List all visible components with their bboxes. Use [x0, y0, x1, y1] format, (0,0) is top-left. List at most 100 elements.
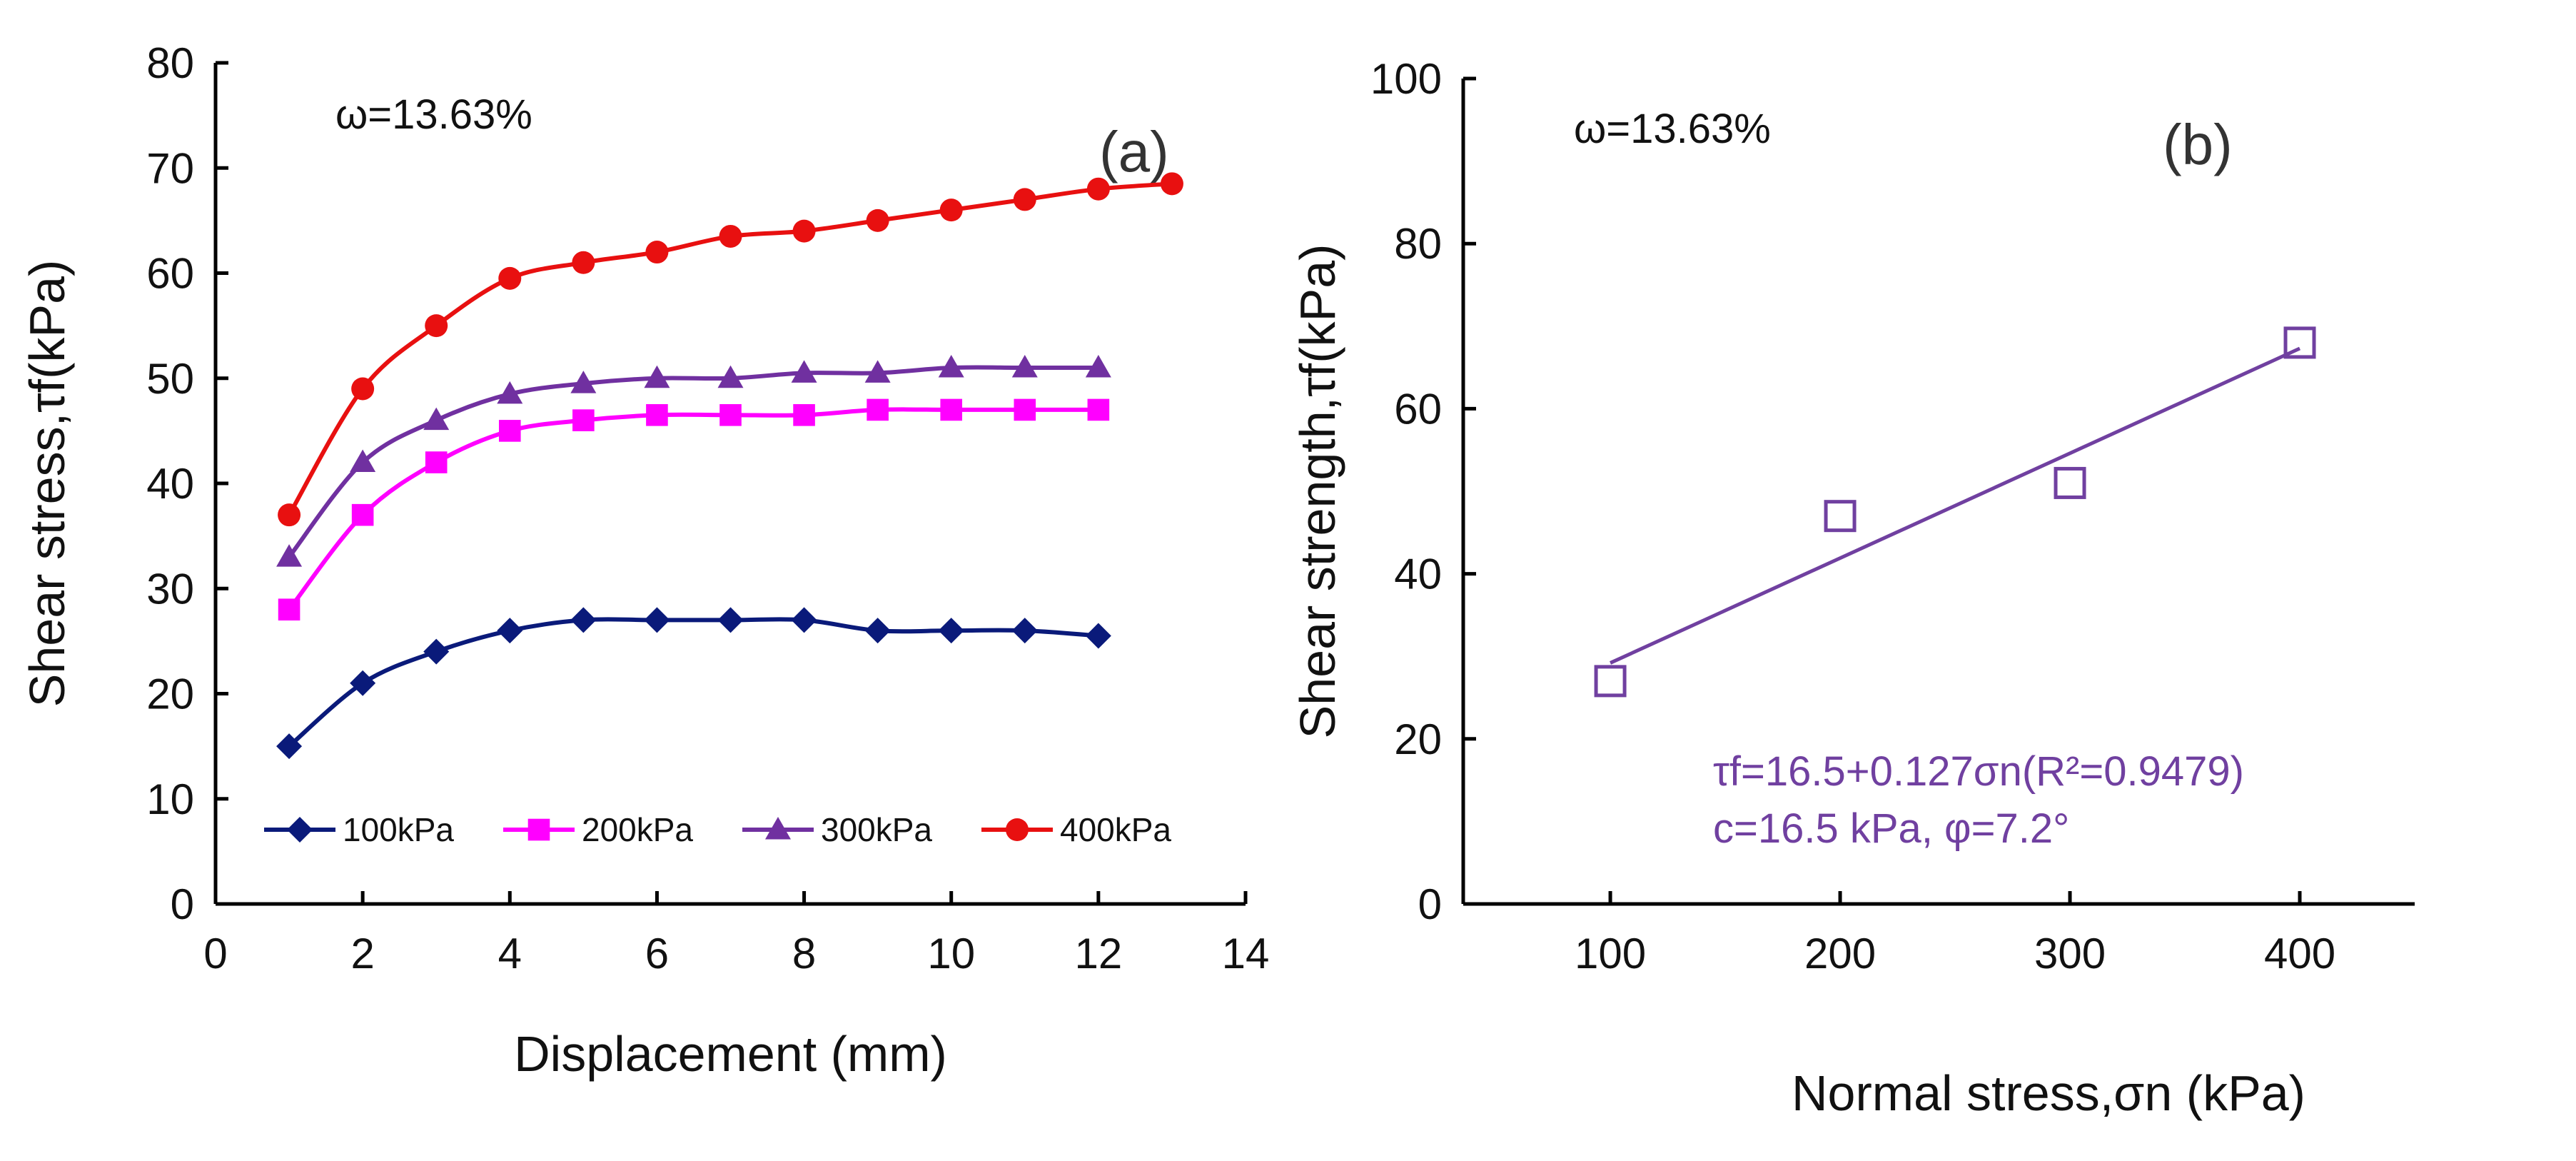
annotation: ω=13.63%: [335, 91, 532, 138]
legend-label: 200kPa: [582, 811, 693, 848]
y-tick-label: 0: [1418, 880, 1442, 928]
data-point: [497, 381, 523, 404]
data-point: [350, 449, 376, 473]
data-point: [423, 407, 450, 431]
data-point: [1160, 172, 1183, 196]
x-tick-label: 12: [1074, 930, 1122, 977]
data-point: [646, 403, 668, 426]
data-point: [1594, 665, 1627, 698]
legend-label: 100kPa: [343, 811, 454, 848]
y-tick-label: 70: [146, 144, 194, 192]
y-tick-label: 0: [171, 880, 194, 928]
data-point: [644, 607, 670, 633]
data-point: [425, 451, 448, 473]
data-point: [276, 544, 303, 567]
x-axis-title: Normal stress,σn (kPa): [1792, 1065, 2305, 1121]
data-point: [938, 355, 964, 378]
chart-b: 0 20 40 60 80 100 100 200 300 400 Normal stress,σn…: [1290, 55, 2415, 1121]
data-point: [1014, 398, 1036, 421]
y-tick-label: 60: [1394, 385, 1442, 433]
data-point: [527, 818, 550, 841]
y-tick-label: 20: [1394, 715, 1442, 763]
y-tick-label: 80: [146, 39, 194, 87]
data-point: [2283, 326, 2316, 359]
y-tick-label: 40: [1394, 551, 1442, 598]
data-point: [278, 503, 301, 527]
panel-label: (b): [2163, 113, 2233, 176]
data-point: [498, 266, 522, 290]
data-point: [1824, 500, 1857, 533]
y-tick-label: 30: [146, 565, 194, 613]
data-point: [287, 817, 313, 843]
y-tick-label: 50: [146, 355, 194, 403]
data-point: [1011, 618, 1038, 644]
data-point: [278, 598, 300, 620]
x-tick-label: 2: [350, 930, 374, 977]
y-tick-label: 100: [1370, 55, 1442, 103]
y-axis-title: Shear strength,τf(kPa): [1290, 244, 1345, 739]
x-tick-label: 6: [645, 930, 669, 977]
annotation: ω=13.63%: [1574, 106, 1771, 152]
x-axis-title: Displacement (mm): [514, 1026, 947, 1082]
y-tick-label: 60: [146, 250, 194, 298]
data-point: [765, 817, 791, 840]
data-point: [425, 314, 448, 338]
data-point: [940, 398, 963, 421]
y-tick-label: 10: [146, 775, 194, 823]
fit-equation: τf=16.5+0.127σn(R²=0.9479): [1713, 748, 2244, 795]
data-point: [791, 360, 817, 383]
data-point: [793, 403, 815, 426]
data-point: [864, 360, 891, 383]
data-point: [497, 618, 523, 644]
data-point: [939, 198, 963, 222]
data-point: [864, 618, 891, 644]
x-tick-label: 200: [1804, 930, 1876, 977]
data-point: [276, 733, 303, 760]
x-tick-label: 0: [203, 930, 227, 977]
series-line-300kPa: [287, 365, 1098, 558]
data-point: [351, 377, 375, 401]
x-tick-label: 10: [927, 930, 975, 977]
data-point: [867, 398, 889, 421]
y-axis-title: Shear stress,τf(kPa): [19, 260, 75, 708]
data-point: [570, 607, 597, 633]
data-point: [351, 503, 374, 526]
data-point: [644, 365, 670, 388]
data-point: [645, 241, 669, 264]
data-point: [1006, 818, 1029, 841]
data-point: [1011, 355, 1038, 378]
y-tick-label: 80: [1394, 220, 1442, 268]
data-point: [717, 365, 744, 388]
data-point: [719, 403, 742, 426]
data-point: [423, 638, 450, 665]
fit-line: [1610, 346, 2301, 665]
fit-parameters: c=16.5 kPa, φ=7.2°: [1713, 805, 2069, 852]
data-point: [1086, 177, 1110, 201]
data-point: [791, 607, 817, 633]
legend-label: 300kPa: [821, 811, 932, 848]
panel-label: (a): [1099, 120, 1169, 184]
y-tick-label: 20: [146, 670, 194, 718]
data-point: [572, 409, 595, 431]
data-point: [792, 219, 816, 243]
x-tick-label: 400: [2264, 930, 2335, 977]
y-tick-label: 40: [146, 460, 194, 508]
data-point: [570, 371, 597, 393]
series-line-200kPa: [287, 407, 1098, 611]
data-point: [1087, 398, 1110, 421]
data-point: [350, 670, 376, 696]
x-tick-label: 8: [792, 930, 816, 977]
data-point: [1013, 188, 1036, 211]
data-point: [572, 251, 595, 274]
data-point: [1085, 623, 1111, 649]
data-point: [719, 224, 742, 248]
data-point: [2054, 466, 2086, 499]
data-point: [938, 618, 964, 644]
x-tick-label: 100: [1575, 930, 1646, 977]
data-point: [717, 607, 744, 633]
legend-label: 400kPa: [1060, 811, 1171, 848]
data-point: [498, 420, 521, 442]
x-tick-label: 300: [2034, 930, 2106, 977]
x-tick-label: 14: [1222, 930, 1270, 977]
